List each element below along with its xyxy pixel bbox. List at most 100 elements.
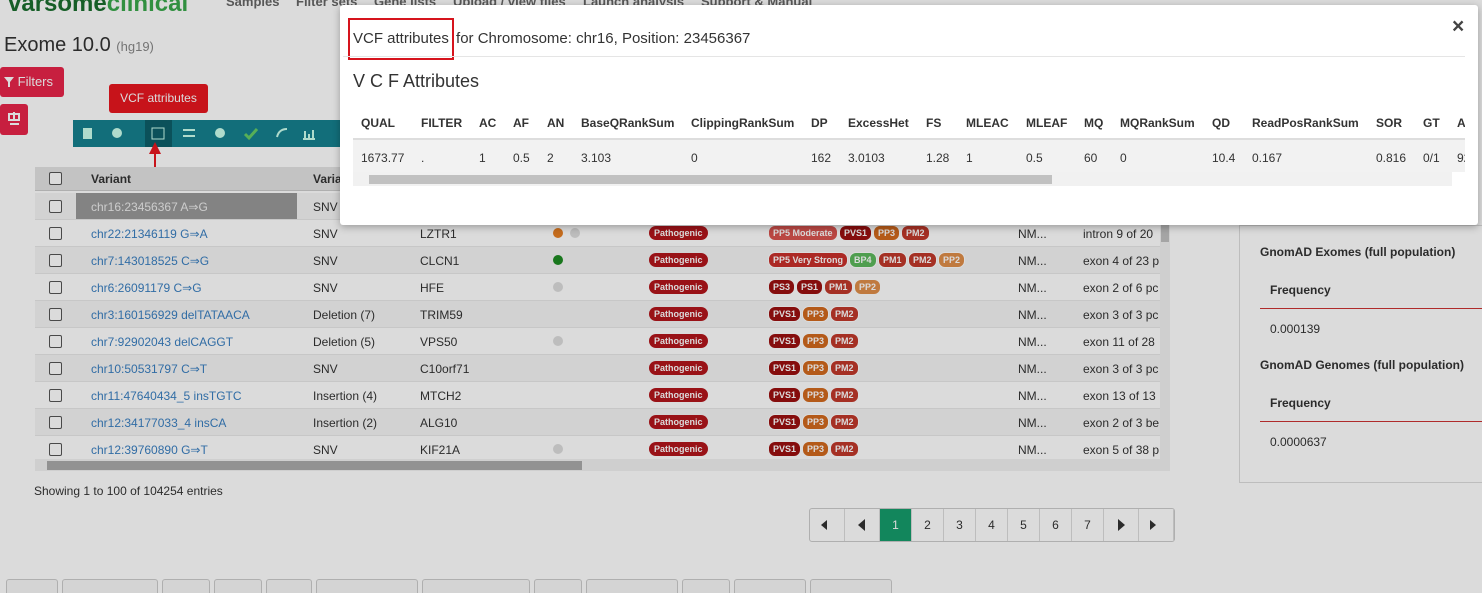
tab[interactable] [62,579,158,593]
close-button[interactable]: × [1452,15,1465,38]
transcript: NM... [1018,227,1047,241]
download-button[interactable] [0,104,28,135]
acmg-tag: PM1 [878,252,907,268]
column-header[interactable]: Variant [91,172,132,186]
transcript: NM... [1018,254,1047,268]
acmg-tag: PVS1 [768,414,802,430]
variant-type: Insertion (4) [313,389,378,403]
transcript: NM... [1018,281,1047,295]
page-link[interactable]: 3 [944,509,976,541]
checkbox[interactable] [49,281,62,294]
nav-item[interactable]: Support & Manual [701,0,812,9]
tab[interactable] [734,579,806,593]
checkbox[interactable] [49,443,62,456]
scroll-thumb[interactable] [369,175,1052,184]
table-row [35,409,1160,436]
tab[interactable] [422,579,530,593]
vcf-value: 1 [966,151,973,165]
variant-link[interactable]: chr7:143018525 C⇒G [91,254,210,268]
variant-link[interactable]: chr11:47640434_5 insTGTC [91,389,242,403]
vcf-value: 1673.77 [361,151,405,165]
page-nav[interactable] [845,509,880,541]
checkbox[interactable] [49,200,62,213]
acmg-tag: PM2 [901,225,930,241]
tab[interactable] [162,579,210,593]
transcript: NM... [1018,416,1047,430]
tab[interactable] [214,579,262,593]
variant-link[interactable]: chr16:23456367 A⇒G [91,200,208,214]
vcf-value: 0.5 [1026,151,1043,165]
variant-link[interactable]: chr12:34177033_4 insCA [91,416,227,430]
page-link[interactable]: 7 [1072,509,1104,541]
page-link[interactable]: 1 [880,509,912,541]
tab[interactable] [6,579,58,593]
variant-link[interactable]: chr12:39760890 G⇒T [91,443,208,457]
page-link[interactable]: 5 [1008,509,1040,541]
checkbox[interactable] [49,335,62,348]
acmg-tag: PVS1 [768,360,802,376]
acmg-tag: PM2 [830,333,859,349]
download-icon [8,112,20,125]
variant-type: Deletion (7) [313,308,376,322]
status-dot [553,336,563,346]
page-link[interactable]: 6 [1040,509,1072,541]
nav-item[interactable]: Upload / view files [453,0,566,9]
checkbox[interactable] [49,227,62,240]
checkbox[interactable] [49,362,62,375]
page-link[interactable]: 2 [912,509,944,541]
nav-item[interactable]: Launch analysis [583,0,684,9]
location: exon 2 of 6 pc [1083,281,1159,295]
tab[interactable] [534,579,582,593]
toolbar-active[interactable] [145,120,172,147]
tab[interactable] [682,579,730,593]
tab[interactable] [810,579,892,593]
table-info: Showing 1 to 100 of 104254 entries [34,484,223,498]
tab[interactable] [266,579,312,593]
h-scrollbar[interactable] [353,172,1452,186]
page-nav[interactable] [1104,509,1139,541]
table-row [35,328,1160,355]
tooltip: VCF attributes [109,84,208,113]
page-link[interactable]: 4 [976,509,1008,541]
icon [1150,520,1156,530]
vcf-value: 2 [547,151,554,165]
checkbox[interactable] [49,416,62,429]
checkbox[interactable] [49,308,62,321]
status-dot [570,228,580,238]
tab[interactable] [316,579,418,593]
vcf-header: FILTER [421,116,463,130]
variant-link[interactable]: chr3:160156929 delTATAACA [91,308,250,322]
acmg-tag: PM2 [830,306,859,322]
checkbox[interactable] [49,254,62,267]
variant-type: SNV [313,200,338,214]
genomes-header: Frequency [1270,396,1331,410]
tab[interactable] [586,579,678,593]
variant-link[interactable]: chr10:50531797 C⇒T [91,362,208,376]
scroll-thumb [47,461,582,470]
modal-title: VCF attributes for Chromosome: chr16, Po… [348,18,751,60]
variant-link[interactable]: chr7:92902043 delCAGGT [91,335,234,349]
page-nav[interactable] [810,509,845,541]
nav-item[interactable]: Gene lists [374,0,436,9]
nav-item[interactable]: Filter sets [296,0,358,9]
filters-button[interactable]: Filters [0,67,64,97]
location: exon 4 of 23 p [1083,254,1160,268]
table-row [35,382,1160,409]
checkbox[interactable] [49,389,62,402]
checkbox[interactable] [49,172,62,185]
table-row [35,247,1160,274]
acmg-tag: PM2 [908,252,937,268]
title-rest: for Chromosome: chr16, Position: 2345636… [456,30,751,47]
icon [858,519,865,531]
logo[interactable]: varsomeclinical [8,0,188,18]
nav-item[interactable]: Samples [226,0,280,9]
transcript: NM... [1018,389,1047,403]
exomes-header: Frequency [1270,283,1331,297]
variant-type: SNV [313,281,338,295]
page-nav[interactable] [1139,509,1174,541]
variant-link[interactable]: chr6:26091179 C⇒G [91,281,202,295]
genomes-value: 0.0000637 [1270,435,1327,449]
variant-link[interactable]: chr22:21346119 G⇒A [91,227,208,241]
column-header[interactable]: Varia [313,172,342,186]
